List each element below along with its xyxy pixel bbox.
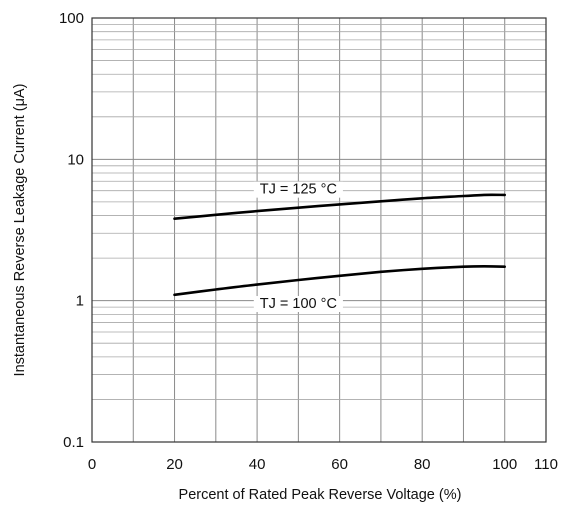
- y-axis-tick-labels: 0.1 1 10 100: [59, 10, 84, 451]
- y-tick-label: 0.1: [63, 434, 84, 451]
- y-axis-title: Instantaneous Reverse Leakage Current (μ…: [12, 84, 28, 377]
- series-label-background: [253, 181, 343, 198]
- y-tick-label: 10: [67, 151, 84, 168]
- plot-frame: [91, 17, 547, 443]
- x-tick-label: 0: [88, 456, 96, 473]
- series-label: TJ = 100 °C: [260, 296, 337, 312]
- x-tick-label: 110: [534, 456, 558, 473]
- x-axis-tick-labels: 0 20 40 60 80 100 110: [88, 456, 558, 473]
- x-tick-label: 40: [249, 456, 266, 473]
- series-label-group: TJ = 100 °C: [253, 296, 343, 313]
- series-label: TJ = 125 °C: [260, 182, 337, 198]
- y-tick-label: 100: [59, 10, 84, 27]
- x-tick-label: 100: [492, 456, 517, 473]
- y-tick-label: 1: [76, 293, 84, 310]
- plot-grid: [92, 18, 546, 442]
- x-tick-label: 80: [414, 456, 431, 473]
- series-line-tj-125: [173, 193, 506, 220]
- series-labels: TJ = 125 °C TJ = 100 °C: [253, 181, 343, 313]
- x-tick-label: 60: [331, 456, 348, 473]
- series-label-background: [253, 296, 343, 313]
- series-label-group: TJ = 125 °C: [253, 181, 343, 198]
- x-axis-title: Percent of Rated Peak Reverse Voltage (%…: [179, 487, 462, 503]
- series-line-tj-100: [173, 265, 506, 297]
- x-tick-label: 20: [166, 456, 183, 473]
- series-curves: [173, 193, 506, 297]
